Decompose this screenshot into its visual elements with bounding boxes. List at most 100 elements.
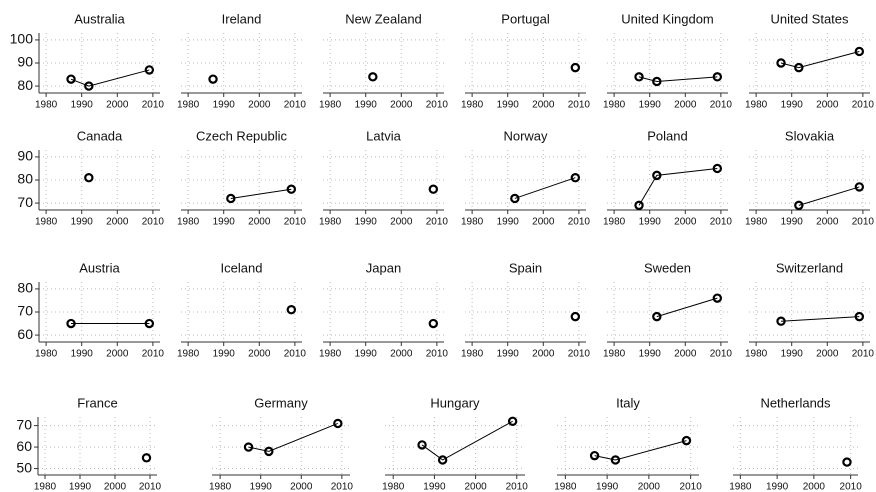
panel-title: Iceland [221,260,263,275]
panel-title: Slovakia [785,128,835,143]
panel-title: Japan [366,260,401,275]
series-line [638,167,718,206]
series-line [230,188,292,199]
series-line [656,297,718,318]
data-point [141,453,152,463]
series-line [594,440,687,461]
x-tick-label: 2010 [568,349,591,360]
data-point [712,72,723,82]
x-tick-label: 1990 [497,349,520,360]
x-tick-label: 2010 [142,349,165,360]
x-tick-label: 2010 [710,349,733,360]
x-tick-label: 2010 [568,100,591,111]
data-point [589,450,600,461]
x-tick-label: 2010 [568,217,591,228]
series-line [780,50,860,69]
series-line [780,316,860,322]
x-tick-label: 1990 [781,217,804,228]
x-tick-label: 2010 [506,482,529,492]
data-point [84,81,94,91]
x-tick-label: 2000 [816,217,839,228]
x-tick-label: 2000 [390,349,413,360]
x-tick-label: 1980 [177,217,200,228]
panel-title: Austria [79,260,120,275]
x-tick-label: 2010 [142,100,165,111]
y-tick-label: 80 [17,77,33,93]
data-point [570,62,581,73]
data-point [437,455,448,465]
x-tick-label: 2000 [248,100,271,111]
panel-title: United States [770,11,849,26]
panel-title: New Zealand [345,11,422,26]
y-tick-label: 80 [17,280,33,296]
x-tick-label: 1980 [745,100,768,111]
panel-title: United Kingdom [621,11,714,26]
x-tick-label: 1980 [319,100,342,111]
x-tick-label: 1990 [213,217,236,228]
data-point [610,455,621,465]
data-point [776,316,786,326]
data-point [854,46,865,57]
x-tick-label: 1980 [603,217,626,228]
x-tick-label: 1980 [177,349,200,360]
panel-title: France [77,395,117,410]
data-point [681,435,692,446]
x-tick-label: 2000 [674,349,697,360]
data-point [854,182,865,192]
data-point [776,58,786,68]
x-tick-label: 1990 [766,482,789,492]
x-tick-label: 1980 [35,349,58,360]
x-tick-label: 1990 [69,482,92,492]
data-point [842,457,852,467]
y-tick-label: 90 [17,54,33,70]
x-tick-label: 1990 [639,349,662,360]
x-tick-label: 2010 [284,100,307,111]
x-tick-label: 1990 [213,349,236,360]
x-tick-label: 1980 [177,100,200,111]
x-tick-label: 2000 [106,100,129,111]
panel-title: Italy [616,395,640,410]
data-point [570,311,581,322]
x-tick-label: 1990 [71,349,94,360]
x-tick-label: 1990 [497,217,520,228]
y-tick-label: 70 [17,303,33,319]
x-tick-label: 1990 [71,100,94,111]
panel-title: Netherlands [760,395,831,410]
data-point [712,163,723,174]
x-tick-label: 1990 [355,349,378,360]
y-tick-label: 90 [17,148,33,164]
x-tick-label: 1990 [213,100,236,111]
x-tick-label: 2000 [390,217,413,228]
x-tick-label: 2010 [852,349,875,360]
data-point [84,172,94,183]
x-tick-label: 2010 [852,100,875,111]
x-tick-label: 1990 [639,100,662,111]
data-point [66,74,76,84]
x-tick-label: 2000 [248,349,271,360]
data-point [510,193,520,204]
data-point [428,318,439,329]
data-point [652,311,662,322]
data-point [144,65,155,75]
x-tick-label: 1980 [319,349,342,360]
x-tick-label: 1980 [603,349,626,360]
x-tick-label: 1990 [71,217,94,228]
data-point [570,172,581,183]
x-tick-label: 2010 [426,217,449,228]
panel-title: Latvia [366,128,401,143]
x-tick-label: 2000 [816,100,839,111]
x-tick-label: 2000 [390,100,413,111]
x-tick-label: 2000 [803,482,826,492]
x-tick-label: 2010 [139,482,162,492]
data-point [712,293,723,303]
x-tick-label: 1980 [461,217,484,228]
series-line [248,422,339,452]
data-point [652,76,662,87]
x-tick-label: 1980 [729,482,752,492]
x-tick-label: 2000 [532,217,555,228]
x-tick-label: 2010 [852,217,875,228]
x-tick-label: 2010 [331,482,354,492]
x-tick-label: 2010 [142,217,165,228]
x-tick-label: 2000 [816,349,839,360]
